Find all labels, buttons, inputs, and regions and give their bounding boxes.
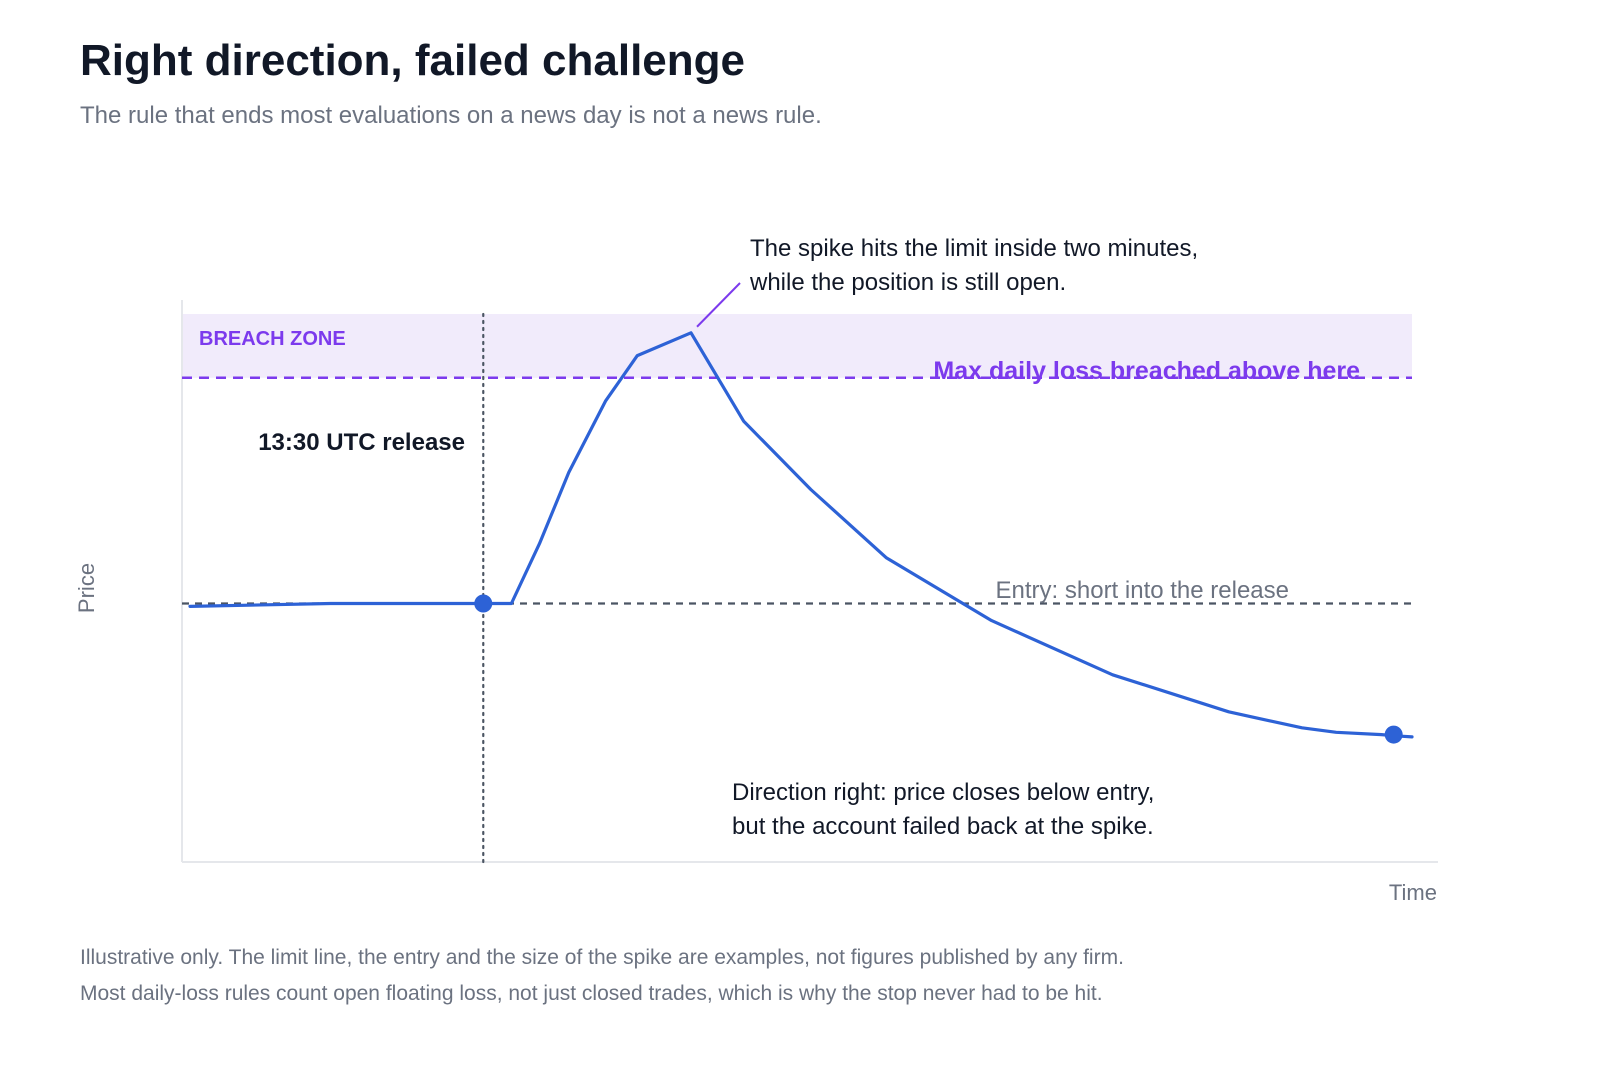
close-marker [1384, 725, 1403, 744]
entry-label: Entry: short into the release [996, 577, 1289, 604]
y-axis-label: Price [74, 563, 99, 613]
outcome-annotation-line-2: but the account failed back at the spike… [732, 813, 1154, 840]
release-time-label: 13:30 UTC release [258, 429, 465, 456]
spike-annotation-line-2: while the position is still open. [749, 269, 1066, 296]
footnote-2: Most daily-loss rules count open floatin… [80, 982, 1103, 1005]
spike-annotation-line-1: The spike hits the limit inside two minu… [750, 235, 1198, 262]
max-loss-label: Max daily loss breached above here [933, 357, 1360, 385]
entry-marker [474, 594, 493, 613]
breach-zone-label: BREACH ZONE [199, 328, 346, 350]
chart-title: Right direction, failed challenge [80, 36, 745, 85]
markers [474, 594, 1403, 744]
callout-leader-line [696, 282, 741, 328]
chart-subtitle: The rule that ends most evaluations on a… [80, 102, 822, 129]
footnote-1: Illustrative only. The limit line, the e… [80, 946, 1124, 969]
breach-zone [182, 314, 1412, 378]
x-axis-label: Time [1389, 880, 1437, 905]
price-series-line [188, 331, 1414, 739]
outcome-annotation-line-1: Direction right: price closes below entr… [732, 779, 1154, 806]
